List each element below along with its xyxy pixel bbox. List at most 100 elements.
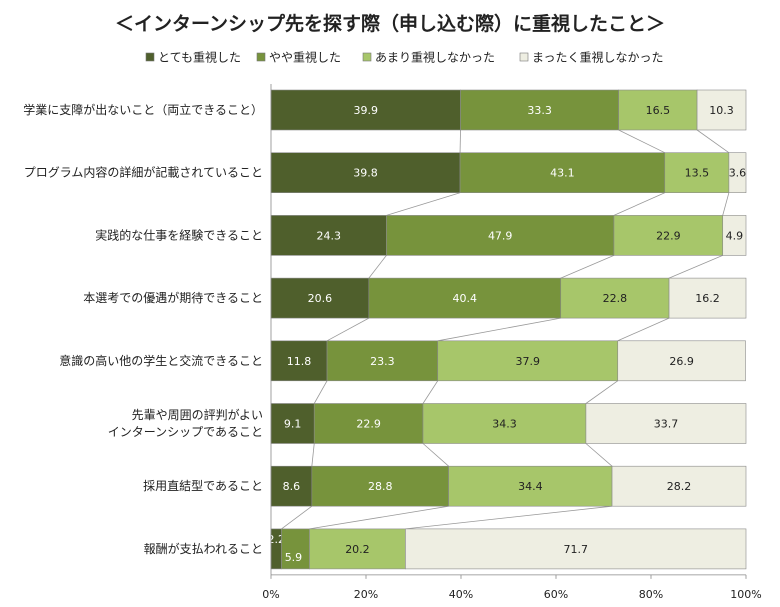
series-line [281,505,313,530]
value-label: 20.6 [308,292,333,305]
legend-label-4: まったく重視しなかった [532,50,664,65]
legend-label-1: とても重視した [158,50,241,65]
x-axis: 0% 20% 40% 60% 80% 100% [262,84,762,601]
category-labels: 学業に支障が出ないこと（両立できること） プログラム内容の詳細が記載されていること… [23,102,263,556]
bar-segment [326,340,439,382]
value-label: 3.6 [729,167,747,180]
value-label: 43.1 [550,167,575,180]
category-label: 先輩や周囲の評判がよい [132,407,263,422]
bar-segment [313,403,424,444]
x-tick-label: 0% [262,588,279,601]
bar-segment [613,215,724,256]
series-line [368,255,387,279]
bar-segment [617,340,746,382]
legend: とても重視した やや重視した あまり重視しなかった まったく重視しなかった [145,50,664,65]
category-label: 報酬が支払われること [144,541,263,556]
legend-swatch-1 [145,52,155,62]
value-label: 22.9 [356,418,381,431]
series-line [311,443,315,467]
bar-segment [368,277,562,319]
category-label: プログラム内容の詳細が記載されていること [24,165,263,180]
series-line [722,192,730,216]
value-label: 4.9 [726,229,744,242]
bar-segment [311,465,449,507]
value-label: 71.7 [563,543,588,556]
series-line [585,443,613,467]
series-line [617,317,670,342]
bar-segment [270,465,313,507]
x-tick-label: 80% [639,588,663,601]
bar-segment [270,215,387,256]
value-label: 24.3 [316,229,341,242]
value-label: 10.3 [709,104,734,117]
value-label: 37.9 [515,355,540,368]
bar-segment [696,89,747,131]
value-label: 22.8 [603,292,628,305]
series-line [618,129,665,154]
legend-label-2: やや重視した [269,50,341,65]
bar-segment [270,152,461,193]
series-line [313,380,328,404]
bars: 39.9 33.3 16.5 10.3 39.8 43.1 13.5 3.6 24.3 47.9 2… [267,89,747,570]
series-line [696,129,730,154]
series-line [422,443,449,467]
value-label: 33.3 [527,104,552,117]
bar-segment [405,528,747,570]
value-label: 40.4 [453,292,478,305]
category-label: 採用直結型であること [143,479,263,493]
series-line [422,380,439,404]
x-tick-label: 40% [449,588,473,601]
value-label: 39.9 [354,104,379,117]
value-label: 8.6 [283,480,301,493]
category-label: 意識の高い他の学生と交流できること [59,353,263,368]
series-line [405,505,613,530]
bar-segment [437,340,619,382]
series-connector-lines [281,129,730,530]
bar-segment [422,403,587,444]
x-tick-label: 20% [354,588,378,601]
x-tick-label: 100% [730,588,761,601]
bar-segment [270,340,328,382]
series-line [309,505,449,530]
series-line [668,255,723,279]
legend-swatch-4 [519,52,529,62]
value-label: 9.1 [284,418,302,431]
value-label: 26.9 [669,355,694,368]
value-label: 34.3 [492,418,517,431]
value-label: 5.9 [285,551,303,564]
bar-segment [386,215,615,256]
value-label: 22.9 [656,229,681,242]
value-label: 39.8 [353,167,378,180]
value-label: 28.2 [667,480,692,493]
value-label: 11.8 [287,355,312,368]
bar-segment [560,277,670,319]
bar-segment [668,277,747,319]
series-line [326,317,370,342]
value-label: 28.8 [368,480,393,493]
value-label: 16.5 [646,104,671,117]
category-label: 本選考での優遇が期待できること [83,290,263,305]
value-label: 47.9 [488,229,513,242]
value-label: 16.2 [695,292,720,305]
value-label: 2.2 [267,533,285,546]
bar-segment [611,465,747,507]
category-label: 実践的な仕事を経験できること [95,227,263,242]
bar-segment [270,277,370,319]
legend-label-3: あまり重視しなかった [375,50,495,65]
bar-segment [722,215,747,256]
value-label: 20.2 [345,543,370,556]
value-label: 13.5 [685,167,710,180]
series-line [437,317,561,342]
series-line [560,255,615,279]
value-label: 23.3 [370,355,395,368]
bar-segment [270,403,315,444]
category-label: インターンシップであること [108,425,263,439]
bar-segment [585,403,747,444]
bar-segment [281,528,310,570]
bar-segment [728,152,747,193]
bar-segment [618,89,698,131]
chart-title: ＜インターンシップ先を探す際（申し込む際）に重視したこと＞ [115,12,665,35]
bar-segment [309,528,406,570]
bar-segment [459,152,666,193]
